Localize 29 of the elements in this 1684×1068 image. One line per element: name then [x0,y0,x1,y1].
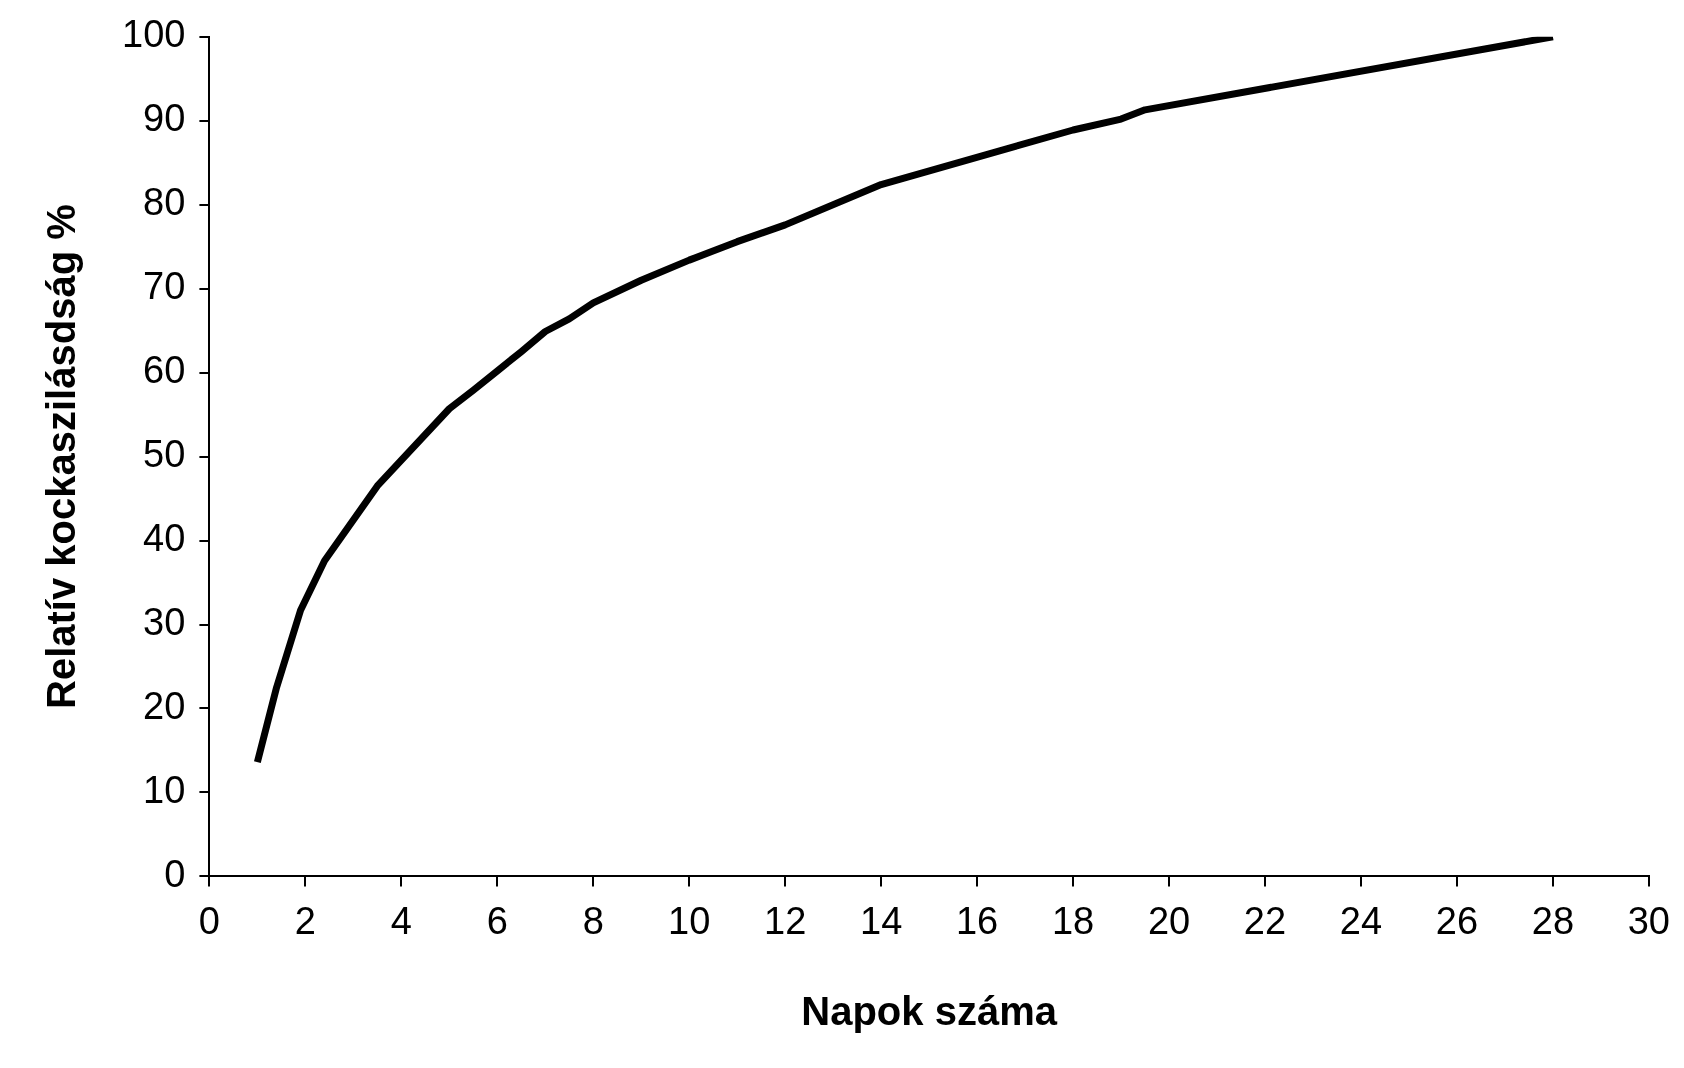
y-tick-label: 90 [143,97,186,140]
x-tick-label: 8 [582,899,604,942]
x-tick-label: 14 [860,899,903,942]
x-tick-label: 24 [1339,899,1383,942]
y-tick-label: 50 [143,433,186,476]
y-axis-title: Relatív kockaszilásdság % [39,204,84,709]
x-tick-label: 6 [486,899,508,942]
y-tick-label: 0 [164,852,186,895]
y-tick-label: 20 [143,684,186,727]
y-tick-label: 100 [122,13,186,56]
x-tick-label: 2 [294,899,316,942]
x-tick-label: 28 [1531,899,1575,942]
x-tick-label: 10 [668,899,711,942]
x-axis-title: Napok száma [801,989,1058,1034]
x-tick-label: 20 [1147,899,1191,942]
x-tick-label: 4 [390,899,412,942]
x-tick-label: 12 [764,899,807,942]
y-tick-label: 70 [143,265,186,308]
y-tick-label: 60 [143,349,186,392]
y-tick-label: 10 [143,768,186,811]
y-tick-label: 30 [143,601,186,643]
x-tick-label: 18 [1051,899,1095,942]
y-tick-label: 80 [143,181,186,224]
x-tick-label: 16 [955,899,999,942]
y-tick-label: 40 [143,517,186,560]
x-tick-label: 26 [1435,899,1479,942]
x-tick-label: 22 [1243,899,1287,942]
x-tick-label: 30 [1627,899,1671,942]
x-tick-label: 0 [198,899,220,942]
